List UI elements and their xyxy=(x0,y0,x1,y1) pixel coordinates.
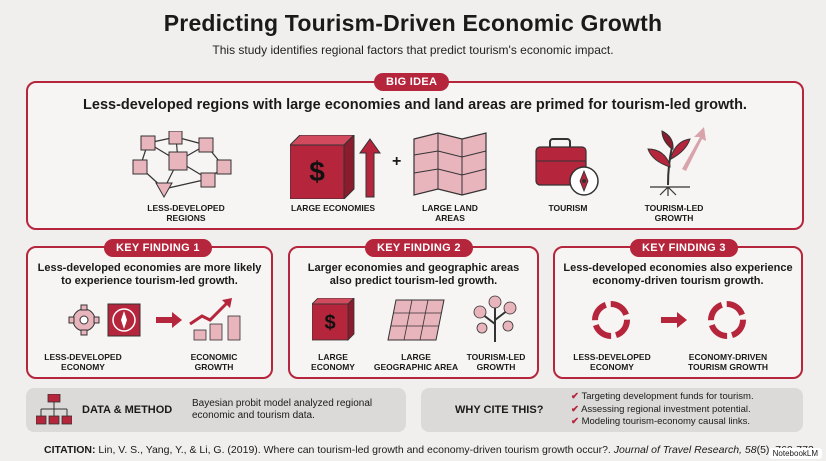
finding3-text: Less-developed economies also experience… xyxy=(563,262,793,287)
cycle-arrows-icon-2 xyxy=(708,301,746,339)
big-idea-caption-economies: LARGE ECONOMIES xyxy=(290,203,376,213)
finding2-caption-b: LARGE GEOGRAPHIC AREA xyxy=(373,352,459,372)
finding3-label: KEY FINDING 3 xyxy=(630,239,738,257)
method-text: Bayesian probit model analyzed regional e… xyxy=(192,398,373,421)
right-arrow-icon-2 xyxy=(661,312,687,328)
dollar-cube-small-icon: $ xyxy=(312,298,355,341)
finding2-text: Larger economies and geographic areas als… xyxy=(307,262,520,287)
finding2-caption-c: TOURISM-LED GROWTH xyxy=(466,352,526,372)
why-cite-label: WHY CITE THIS? xyxy=(455,404,544,416)
svg-text:$: $ xyxy=(324,312,335,334)
finding1-caption-b: ECONOMIC GROWTH xyxy=(190,352,238,372)
check-icon: ✔ xyxy=(571,416,579,427)
money-tree-icon xyxy=(473,295,517,342)
big-idea-caption-tourism: TOURISM xyxy=(548,203,588,213)
page-title: Predicting Tourism-Driven Economic Growt… xyxy=(163,10,663,36)
gear-compass-icon xyxy=(68,303,141,337)
cycle-arrows-icon xyxy=(592,301,630,339)
finding2-caption-a: LARGE ECONOMY xyxy=(311,352,355,372)
finding3-caption-b: ECONOMY-DRIVEN TOURISM GROWTH xyxy=(687,352,769,372)
finding1-panel: Less-developed economies are more likely… xyxy=(26,246,273,379)
flowchart-icon xyxy=(36,394,72,425)
big-idea-caption-growth: TOURISM-LED GROWTH xyxy=(644,203,704,223)
plus-sign: + xyxy=(392,153,402,170)
method-label: DATA & METHOD xyxy=(82,404,173,416)
citation-line: CITATION: Lin, V. S., Yang, Y., & Li, G.… xyxy=(44,444,817,456)
big-idea-caption-land: LARGE LAND AREAS xyxy=(422,203,478,223)
svg-text:$: $ xyxy=(309,156,325,187)
brand-badge: NotebookLM xyxy=(768,448,822,459)
suitcase-compass-icon xyxy=(535,138,599,196)
growing-plant-icon xyxy=(647,127,706,196)
right-arrow-icon xyxy=(156,312,182,328)
big-idea-panel: Less-developed regions with large econom… xyxy=(26,81,804,230)
coins-growth-icon xyxy=(189,298,241,341)
big-idea-headline: Less-developed regions with large econom… xyxy=(83,97,747,113)
why-cite-list: ✔ Targeting development funds for touris… xyxy=(571,391,754,429)
map-icon xyxy=(413,132,487,196)
check-icon: ✔ xyxy=(571,391,579,402)
page-subtitle: This study identifies regional factors t… xyxy=(212,43,614,57)
finding3-caption-a: LESS-DEVELOPED ECONOMY xyxy=(573,352,651,372)
big-idea-caption-regions: LESS-DEVELOPED REGIONS xyxy=(147,203,225,223)
finding1-caption-a: LESS-DEVELOPED ECONOMY xyxy=(44,352,122,372)
finding2-panel: Larger economies and geographic areas als… xyxy=(288,246,539,379)
finding1-text: Less-developed economies are more likely… xyxy=(37,262,262,287)
big-idea-label: BIG IDEA xyxy=(374,73,450,91)
method-box: DATA & METHOD Bayesian probit model anal… xyxy=(26,388,406,432)
finding2-label: KEY FINDING 2 xyxy=(365,239,473,257)
why-cite-box: WHY CITE THIS? ✔ Targeting development f… xyxy=(421,388,803,432)
finding1-label: KEY FINDING 1 xyxy=(104,239,212,257)
why-cite-item: ✔ Targeting development funds for touris… xyxy=(571,391,754,402)
why-cite-item: ✔ Modeling tourism-economy causal links. xyxy=(571,416,751,427)
map-grid-icon xyxy=(387,299,445,341)
dollar-cube-icon: $ xyxy=(290,135,381,199)
network-cubes-icon xyxy=(132,131,232,199)
finding3-panel: Less-developed economies also experience… xyxy=(553,246,803,379)
check-icon: ✔ xyxy=(571,403,579,415)
why-cite-item: ✔ Assessing regional investment potentia… xyxy=(571,403,751,415)
